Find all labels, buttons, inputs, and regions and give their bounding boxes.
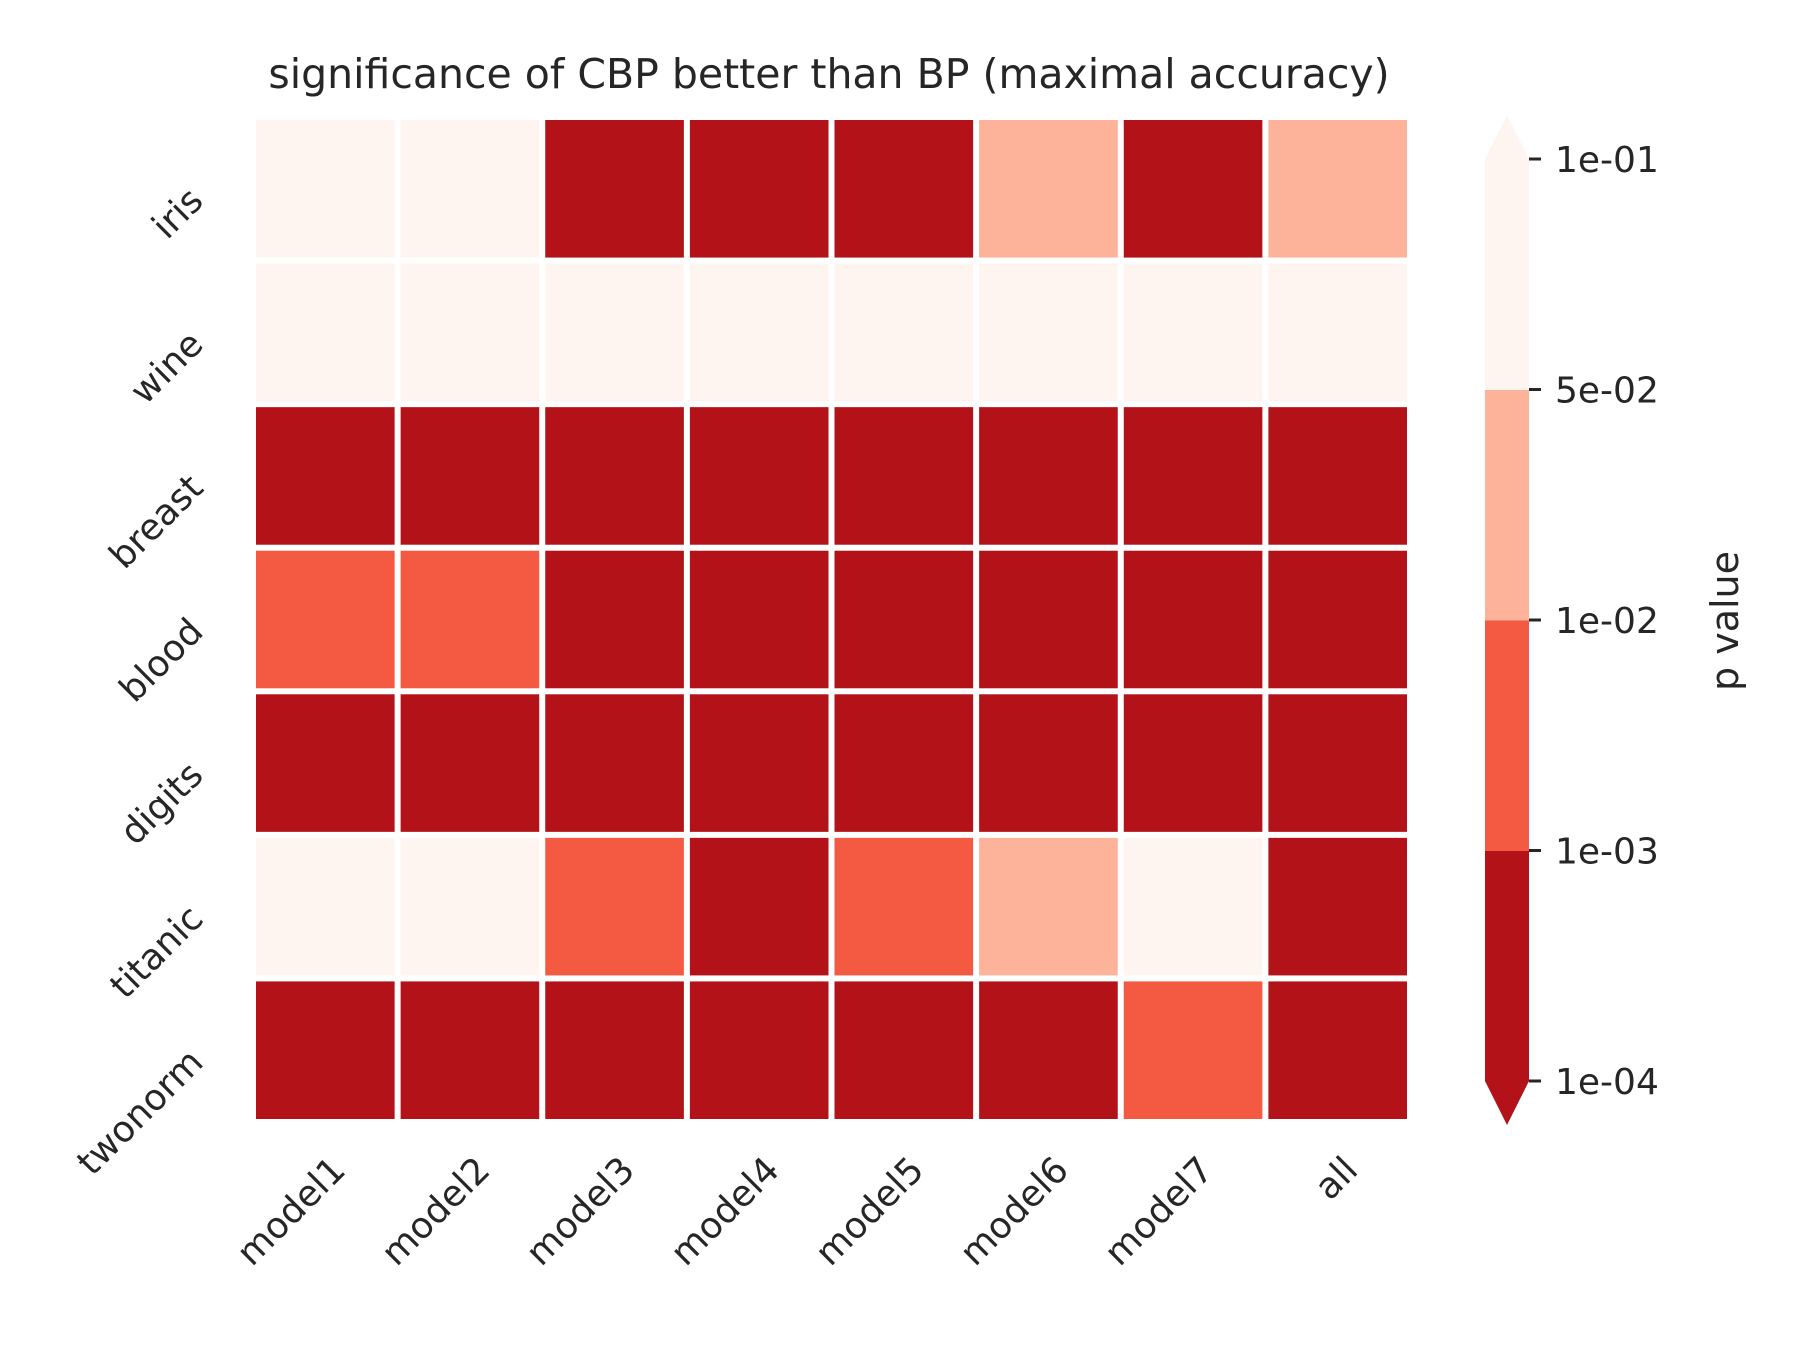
colorbar-segment-0: [1485, 850, 1529, 1082]
heatmap-cell-iris-model6: [979, 120, 1118, 258]
colorbar-extend-above: [1485, 115, 1529, 159]
x-tick-label-model3: model3: [518, 1149, 642, 1273]
heatmap-cell-wine-model6: [979, 263, 1118, 402]
x-tick-label-model2: model2: [374, 1149, 498, 1273]
y-tick-label-iris: iris: [144, 180, 211, 247]
heatmap-cell-iris-model5: [834, 120, 974, 258]
heatmap-cell-blood-model5: [834, 550, 974, 689]
colorbar-segment-1: [1485, 620, 1529, 851]
y-tick-label-twonorm: twonorm: [69, 1042, 211, 1184]
x-tick-label-model5: model5: [808, 1149, 932, 1273]
heatmap-cell-digits-model5: [834, 694, 974, 832]
heatmap-cell-twonorm-model5: [834, 981, 974, 1119]
x-tick-label-model1: model1: [229, 1149, 353, 1273]
colorbar-tick-label-1: 1e-03: [1555, 832, 1659, 873]
heatmap-cell-twonorm-model6: [979, 981, 1118, 1119]
heatmap-cell-breast-model5: [834, 407, 974, 545]
y-tick-label-digits: digits: [113, 754, 212, 853]
heatmap-cell-iris-model2: [400, 120, 540, 258]
y-axis-tick-labels: iris wine breast blood digits titanic twonorm: [69, 180, 211, 1183]
heatmap-cells: [256, 120, 1407, 1119]
heatmap-cell-iris-model1: [256, 120, 395, 258]
heatmap-cell-breast-all: [1268, 407, 1407, 545]
heatmap-cell-digits-model2: [400, 694, 540, 832]
heatmap-cell-titanic-model7: [1123, 837, 1263, 976]
heatmap-cell-titanic-all: [1268, 837, 1407, 976]
colorbar: 1e-04 1e-03 1e-02 5e-02 1e-01: [1485, 115, 1659, 1125]
heatmap-cell-blood-model1: [256, 550, 395, 689]
heatmap-cell-iris-all: [1268, 120, 1407, 258]
x-tick-label-all: all: [1307, 1149, 1366, 1208]
heatmap-cell-titanic-model2: [400, 837, 540, 976]
heatmap-cell-twonorm-model3: [545, 981, 684, 1119]
colorbar-tick-label-3: 5e-02: [1555, 371, 1659, 412]
heatmap-cell-twonorm-model7: [1123, 981, 1263, 1119]
heatmap-cell-breast-model7: [1123, 407, 1263, 545]
colorbar-tick-label-4: 1e-01: [1555, 140, 1659, 181]
heatmap-cell-wine-model4: [689, 263, 829, 402]
heatmap-cell-wine-model1: [256, 263, 395, 402]
heatmap-cell-wine-model2: [400, 263, 540, 402]
heatmap-cell-breast-model6: [979, 407, 1118, 545]
heatmap-cell-titanic-model3: [545, 837, 684, 976]
colorbar-segment-3: [1485, 159, 1529, 390]
colorbar-segment-2: [1485, 389, 1529, 621]
heatmap-cell-blood-model7: [1123, 550, 1263, 689]
colorbar-tick-label-0: 1e-04: [1555, 1062, 1659, 1103]
heatmap-cell-digits-model7: [1123, 694, 1263, 832]
heatmap-cell-twonorm-model2: [400, 981, 540, 1119]
heatmap-cell-digits-model4: [689, 694, 829, 832]
heatmap-cell-wine-model3: [545, 263, 684, 402]
heatmap-cell-digits-model1: [256, 694, 395, 832]
heatmap-cell-twonorm-model4: [689, 981, 829, 1119]
heatmap-cell-titanic-model6: [979, 837, 1118, 976]
x-tick-label-model6: model6: [952, 1149, 1076, 1273]
x-tick-label-model7: model7: [1097, 1149, 1221, 1273]
heatmap-cell-breast-model4: [689, 407, 829, 545]
y-tick-label-wine: wine: [123, 324, 212, 413]
heatmap-cell-wine-model7: [1123, 263, 1263, 402]
x-axis-tick-labels: model1 model2 model3 model4 model5 model6 mode…: [229, 1149, 1366, 1273]
heatmap-cell-blood-model2: [400, 550, 540, 689]
colorbar-label: p value: [1703, 551, 1747, 691]
heatmap-cell-wine-model5: [834, 263, 974, 402]
heatmap-cell-blood-model3: [545, 550, 684, 689]
heatmap-cell-titanic-model4: [689, 837, 829, 976]
y-tick-label-titanic: titanic: [103, 898, 212, 1007]
heatmap-cell-titanic-model5: [834, 837, 974, 976]
heatmap-cell-titanic-model1: [256, 837, 395, 976]
x-tick-label-model4: model4: [663, 1149, 787, 1273]
heatmap-cell-digits-model3: [545, 694, 684, 832]
heatmap-cell-digits-model6: [979, 694, 1118, 832]
heatmap-cell-blood-all: [1268, 550, 1407, 689]
heatmap-cell-breast-model3: [545, 407, 684, 545]
heatmap-cell-breast-model1: [256, 407, 395, 545]
heatmap-cell-twonorm-all: [1268, 981, 1407, 1119]
heatmap-cell-twonorm-model1: [256, 981, 395, 1119]
chart-title: significance of CBP better than BP (maxi…: [268, 50, 1389, 98]
heatmap-cell-blood-model6: [979, 550, 1118, 689]
colorbar-tick-label-2: 1e-02: [1555, 601, 1659, 642]
heatmap-cell-wine-all: [1268, 263, 1407, 402]
heatmap-cell-iris-model3: [545, 120, 684, 258]
heatmap-cell-iris-model4: [689, 120, 829, 258]
y-tick-label-blood: blood: [112, 611, 212, 711]
heatmap-cell-iris-model7: [1123, 120, 1263, 258]
colorbar-extend-below: [1485, 1081, 1529, 1125]
heatmap-cell-blood-model4: [689, 550, 829, 689]
y-tick-label-breast: breast: [102, 467, 212, 577]
heatmap-cell-breast-model2: [400, 407, 540, 545]
heatmap-cell-digits-all: [1268, 694, 1407, 832]
